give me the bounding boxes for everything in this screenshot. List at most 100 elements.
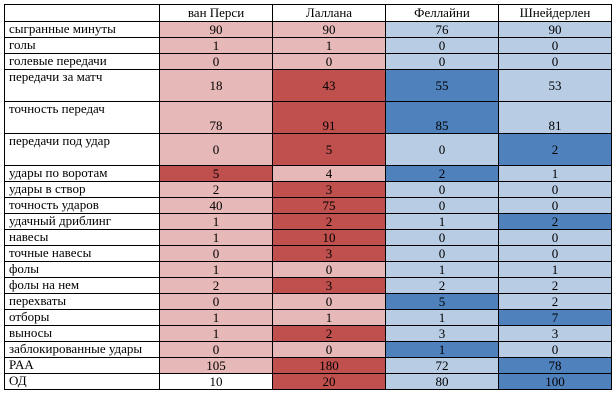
stat-label: передачи под удар (4, 133, 160, 166)
table-row: удары в створ 2 3 0 0 (4, 181, 612, 198)
table-row: удары по воротам 5 4 2 1 (4, 165, 612, 182)
stat-value: 180 (272, 357, 386, 374)
stat-value: 2 (159, 277, 273, 294)
corner-cell (4, 4, 160, 22)
stat-value: 0 (385, 229, 499, 246)
player-header: Шнейдерлен (498, 4, 612, 22)
table-row: передачи за матч 18 43 55 53 (4, 69, 612, 102)
stat-value: 18 (159, 69, 273, 102)
stat-label: отборы (4, 309, 160, 326)
stat-value: 0 (498, 229, 612, 246)
table-row: перехваты 0 0 5 2 (4, 293, 612, 310)
stat-value: 1 (385, 213, 499, 230)
stat-value: 0 (159, 133, 273, 166)
stat-label: голы (4, 37, 160, 54)
stat-value: 1 (159, 261, 273, 278)
stat-value: 78 (498, 357, 612, 374)
stat-label: точность передач (4, 101, 160, 134)
player-header: Лаллана (272, 4, 386, 22)
stat-value: 4 (272, 165, 386, 182)
stat-value: 5 (385, 293, 499, 310)
stat-value: 90 (498, 21, 612, 38)
stat-label: выносы (4, 325, 160, 342)
stat-label: удары по воротам (4, 165, 160, 182)
stat-value: 2 (385, 165, 499, 182)
table-row: сыгранные минуты 90 90 76 90 (4, 21, 612, 38)
table-row: фолы на нем 2 3 2 2 (4, 277, 612, 294)
stat-label: PAA (4, 357, 160, 374)
stat-value: 105 (159, 357, 273, 374)
stat-value: 1 (159, 213, 273, 230)
stat-value: 0 (498, 245, 612, 262)
stat-label: фолы (4, 261, 160, 278)
table-row: PAA 105 180 72 78 (4, 357, 612, 374)
stat-value: 0 (498, 37, 612, 54)
table-row: точность передач 78 91 85 81 (4, 101, 612, 134)
table-row: заблокированные удары 0 0 1 0 (4, 341, 612, 358)
stat-value: 0 (272, 53, 386, 70)
stat-value: 5 (272, 133, 386, 166)
stat-value: 3 (272, 245, 386, 262)
stat-value: 3 (272, 277, 386, 294)
stat-value: 72 (385, 357, 499, 374)
table-row: фолы 1 0 1 1 (4, 261, 612, 278)
stat-value: 0 (385, 133, 499, 166)
stat-value: 0 (272, 261, 386, 278)
stat-value: 75 (272, 197, 386, 214)
table-row: удачный дриблинг 1 2 1 2 (4, 213, 612, 230)
player-header: Феллайни (385, 4, 499, 22)
header-row: ван Перси Лаллана Феллайни Шнейдерлен (4, 4, 612, 22)
stat-value: 80 (385, 373, 499, 390)
table-row: навесы 1 10 0 0 (4, 229, 612, 246)
stat-value: 2 (498, 293, 612, 310)
stat-value: 3 (385, 325, 499, 342)
stat-value: 1 (385, 341, 499, 358)
stat-value: 55 (385, 69, 499, 102)
table-row: точность ударов 40 75 0 0 (4, 197, 612, 214)
stat-value: 91 (272, 101, 386, 134)
stat-label: точность ударов (4, 197, 160, 214)
stat-label: навесы (4, 229, 160, 246)
table-row: отборы 1 1 1 7 (4, 309, 612, 326)
stat-label: перехваты (4, 293, 160, 310)
stat-value: 53 (498, 69, 612, 102)
stat-value: 0 (159, 293, 273, 310)
stat-value: 85 (385, 101, 499, 134)
stat-value: 7 (498, 309, 612, 326)
stat-value: 90 (272, 21, 386, 38)
stat-value: 90 (159, 21, 273, 38)
stat-value: 0 (385, 181, 499, 198)
stat-value: 76 (385, 21, 499, 38)
stat-value: 3 (272, 181, 386, 198)
table-row: голы 1 1 0 0 (4, 37, 612, 54)
stat-value: 1 (498, 261, 612, 278)
stat-value: 1 (498, 165, 612, 182)
stat-value: 0 (498, 341, 612, 358)
stat-value: 20 (272, 373, 386, 390)
stat-value: 0 (498, 197, 612, 214)
stat-value: 0 (498, 181, 612, 198)
stat-label: передачи за матч (4, 69, 160, 102)
stat-value: 1 (272, 37, 386, 54)
stat-value: 81 (498, 101, 612, 134)
stat-value: 43 (272, 69, 386, 102)
stat-value: 78 (159, 101, 273, 134)
stat-value: 1 (159, 37, 273, 54)
player-stats-table: ван Перси Лаллана Феллайни Шнейдерлен сы… (4, 4, 612, 390)
stat-value: 1 (159, 325, 273, 342)
stat-value: 0 (498, 53, 612, 70)
stat-value: 40 (159, 197, 273, 214)
stat-value: 2 (272, 325, 386, 342)
table-row: голевые передачи 0 0 0 0 (4, 53, 612, 70)
stat-value: 1 (272, 309, 386, 326)
table-row: передачи под удар 0 5 0 2 (4, 133, 612, 166)
stat-value: 3 (498, 325, 612, 342)
stat-value: 2 (498, 213, 612, 230)
stat-value: 2 (498, 277, 612, 294)
stat-value: 0 (385, 245, 499, 262)
stat-value: 2 (159, 181, 273, 198)
player-header: ван Перси (159, 4, 273, 22)
stat-label: фолы на нем (4, 277, 160, 294)
stat-label: сыгранные минуты (4, 21, 160, 38)
stat-value: 2 (385, 277, 499, 294)
